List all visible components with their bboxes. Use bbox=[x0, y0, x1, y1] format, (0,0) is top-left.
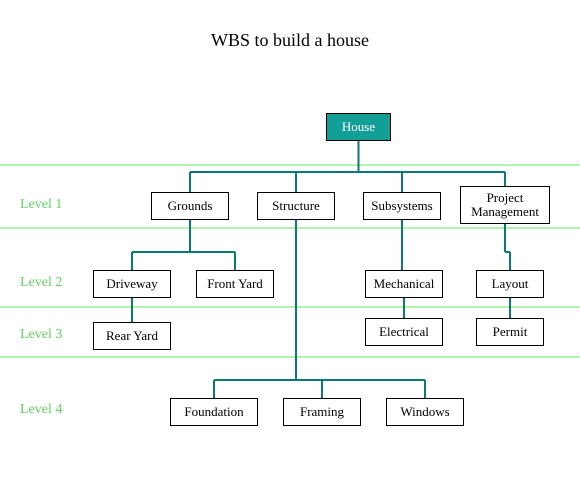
node-frontyard: Front Yard bbox=[196, 270, 274, 298]
node-permit: Permit bbox=[476, 318, 544, 346]
node-mechanical: Mechanical bbox=[365, 270, 443, 298]
node-pm: Project Management bbox=[460, 186, 550, 224]
node-driveway: Driveway bbox=[93, 270, 171, 298]
node-framing: Framing bbox=[283, 398, 361, 426]
node-layout: Layout bbox=[476, 270, 544, 298]
level-label: Level 3 bbox=[20, 327, 62, 343]
node-root: House bbox=[326, 113, 391, 141]
node-structure: Structure bbox=[257, 192, 335, 220]
level-label: Level 2 bbox=[20, 275, 62, 291]
node-grounds: Grounds bbox=[151, 192, 229, 220]
node-subsystems: Subsystems bbox=[363, 192, 441, 220]
level-label: Level 1 bbox=[20, 197, 62, 213]
node-foundation: Foundation bbox=[170, 398, 258, 426]
node-electrical: Electrical bbox=[365, 318, 443, 346]
node-windows: Windows bbox=[386, 398, 464, 426]
level-label: Level 4 bbox=[20, 402, 62, 418]
node-rearyard: Rear Yard bbox=[93, 322, 171, 350]
